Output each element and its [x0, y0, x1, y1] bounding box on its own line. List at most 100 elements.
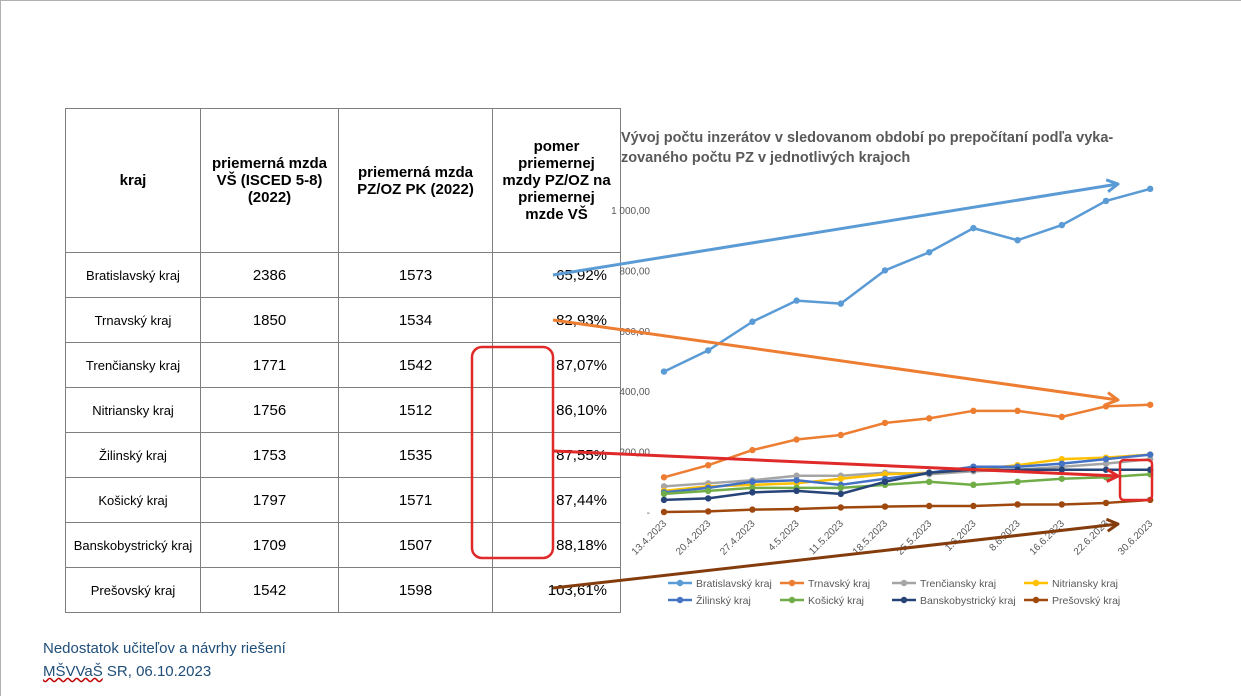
series-line: [663, 468, 1151, 502]
data-point: [837, 504, 844, 511]
data-point: [705, 461, 712, 469]
data-point: [837, 300, 844, 307]
data-point: [660, 474, 668, 481]
y-tick-label: 200,00: [619, 448, 650, 459]
annotation-arrow: [552, 318, 1119, 402]
data-point: [1058, 475, 1066, 482]
data-point: [837, 490, 844, 498]
table-row: Trnavský kraj 1850 1534 82,93%: [65, 297, 621, 343]
data-point: [970, 224, 977, 232]
data-point: [837, 431, 844, 439]
footer-ministry: MŠVVaŠ SR, 06.10.2023: [43, 663, 211, 680]
data-point: [926, 478, 933, 485]
footer-title: Nedostatok učiteľov a návrhy riešení: [43, 640, 286, 657]
series-line: [663, 473, 1151, 496]
legend-marker: [788, 596, 796, 604]
legend-label: Nitriansky kraj: [1052, 578, 1118, 590]
header-mzda-pz: priemerná mzda PZ/OZ PK (2022): [338, 108, 493, 253]
legend-marker: [676, 579, 684, 587]
data-point: [660, 490, 668, 498]
y-tick-label: -: [647, 508, 650, 519]
data-point: [793, 487, 800, 495]
annotation-arrowhead: [1105, 391, 1120, 406]
data-point: [1102, 499, 1110, 507]
y-tick-label: 1 000,00: [611, 206, 650, 217]
data-point: [749, 489, 756, 496]
x-tick-label: 13.4.2023: [630, 518, 670, 558]
legend-marker: [676, 596, 684, 604]
cell-mzda-vs: 1542: [200, 567, 339, 613]
series-line: [663, 453, 1151, 493]
x-tick-label: 16.6.2023: [1028, 518, 1068, 558]
table-row: Nitriansky kraj 1756 1512 86,10%: [65, 387, 621, 433]
data-point: [660, 496, 668, 504]
footer-ministry-abbr: MŠVVaŠ: [43, 663, 103, 680]
data-point: [881, 419, 889, 427]
data-point: [1102, 455, 1110, 463]
data-point: [749, 446, 756, 454]
data-point: [1058, 466, 1066, 473]
cell-mzda-pz: 1542: [338, 342, 493, 388]
data-point: [1102, 197, 1110, 205]
cell-mzda-pz: 1507: [338, 522, 493, 568]
data-point: [793, 505, 800, 513]
x-tick-label: 1.6.2023: [943, 518, 979, 554]
data-point: [1014, 407, 1021, 415]
legend-label: Bratislavský kraj: [696, 578, 772, 590]
data-point: [793, 477, 800, 484]
data-point: [705, 487, 712, 495]
cell-mzda-vs: 1771: [200, 342, 339, 388]
data-point: [881, 267, 889, 274]
table-row: Prešovský kraj 1542 1598 103,61%: [65, 567, 621, 613]
series-line: [663, 498, 1151, 514]
annotation-arrowhead: [1105, 178, 1120, 193]
x-tick-label: 27.4.2023: [718, 518, 758, 558]
data-point: [793, 297, 800, 304]
data-point: [660, 368, 668, 375]
legend-marker: [1032, 596, 1040, 604]
data-point: [1058, 501, 1066, 508]
cell-mzda-pz: 1573: [338, 252, 493, 298]
annotation-arrow: [552, 522, 1119, 590]
footer-date: SR, 06.10.2023: [102, 663, 212, 680]
highlight-box-chart: [1118, 458, 1154, 502]
data-point: [1147, 185, 1154, 193]
data-point: [881, 471, 889, 478]
header-kraj: kraj: [65, 108, 201, 253]
x-tick-label: 30.6.2023: [1116, 518, 1156, 558]
data-point: [705, 495, 712, 502]
data-point: [1058, 413, 1066, 421]
legend-marker: [900, 596, 908, 604]
cell-pomer: 87,55%: [492, 432, 621, 478]
x-tick-label: 25.5.2023: [895, 518, 935, 558]
data-point: [926, 502, 933, 510]
data-point: [1147, 401, 1154, 408]
data-point: [749, 506, 756, 513]
data-point: [837, 484, 844, 492]
data-point: [749, 484, 756, 492]
legend-marker: [788, 579, 796, 587]
cell-mzda-vs: 2386: [200, 252, 339, 298]
data-point: [970, 407, 977, 415]
data-point: [1058, 455, 1066, 463]
y-tick-label: 400,00: [619, 387, 650, 398]
table-row: Košický kraj 1797 1571 87,44%: [65, 477, 621, 523]
data-point: [749, 318, 756, 325]
data-point: [1014, 501, 1021, 508]
salary-table: kraj priemerná mzda VŠ (ISCED 5-8) (2022…: [65, 108, 621, 613]
y-tick-label: 800,00: [619, 266, 650, 277]
annotation-arrow: [552, 449, 1119, 478]
data-point: [881, 478, 889, 485]
legend-label: Trnavský kraj: [808, 578, 870, 590]
x-tick-label: 11.5.2023: [807, 518, 846, 557]
highlight-box-table: [470, 345, 555, 560]
table-row: Žilinský kraj 1753 1535 87,55%: [65, 432, 621, 478]
data-point: [926, 249, 933, 256]
cell-mzda-pz: 1534: [338, 297, 493, 343]
data-point: [705, 347, 712, 354]
table-row: Bratislavský kraj 2386 1573 65,92%: [65, 252, 621, 298]
data-point: [660, 508, 668, 516]
cell-kraj: Banskobystrický kraj: [65, 522, 201, 568]
data-point: [881, 503, 889, 510]
